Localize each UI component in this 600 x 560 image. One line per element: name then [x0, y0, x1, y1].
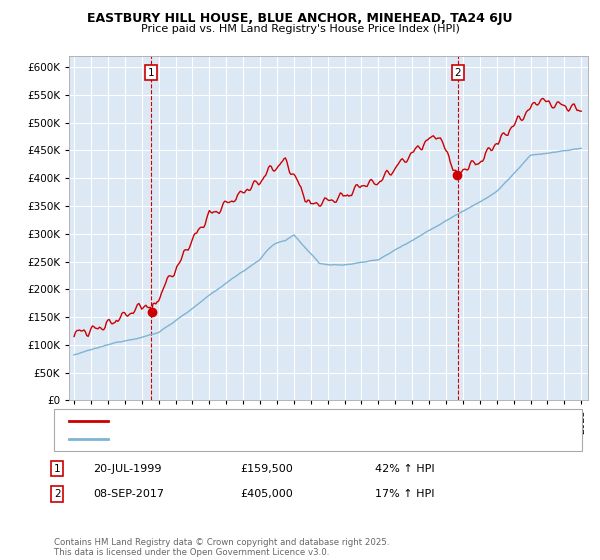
Text: 1: 1: [54, 464, 61, 474]
Text: 17% ↑ HPI: 17% ↑ HPI: [375, 489, 434, 499]
Text: Contains HM Land Registry data © Crown copyright and database right 2025.
This d: Contains HM Land Registry data © Crown c…: [54, 538, 389, 557]
Text: 20-JUL-1999: 20-JUL-1999: [93, 464, 161, 474]
Text: EASTBURY HILL HOUSE, BLUE ANCHOR, MINEHEAD, TA24 6JU (detached house): EASTBURY HILL HOUSE, BLUE ANCHOR, MINEHE…: [117, 416, 472, 425]
Text: 2: 2: [54, 489, 61, 499]
Text: £159,500: £159,500: [240, 464, 293, 474]
Text: 1: 1: [148, 68, 154, 78]
Text: 42% ↑ HPI: 42% ↑ HPI: [375, 464, 434, 474]
Text: £405,000: £405,000: [240, 489, 293, 499]
Text: Price paid vs. HM Land Registry's House Price Index (HPI): Price paid vs. HM Land Registry's House …: [140, 24, 460, 34]
Text: HPI: Average price, detached house, Somerset: HPI: Average price, detached house, Some…: [117, 435, 328, 444]
Text: EASTBURY HILL HOUSE, BLUE ANCHOR, MINEHEAD, TA24 6JU: EASTBURY HILL HOUSE, BLUE ANCHOR, MINEHE…: [87, 12, 513, 25]
Text: 08-SEP-2017: 08-SEP-2017: [93, 489, 164, 499]
Text: 2: 2: [454, 68, 461, 78]
